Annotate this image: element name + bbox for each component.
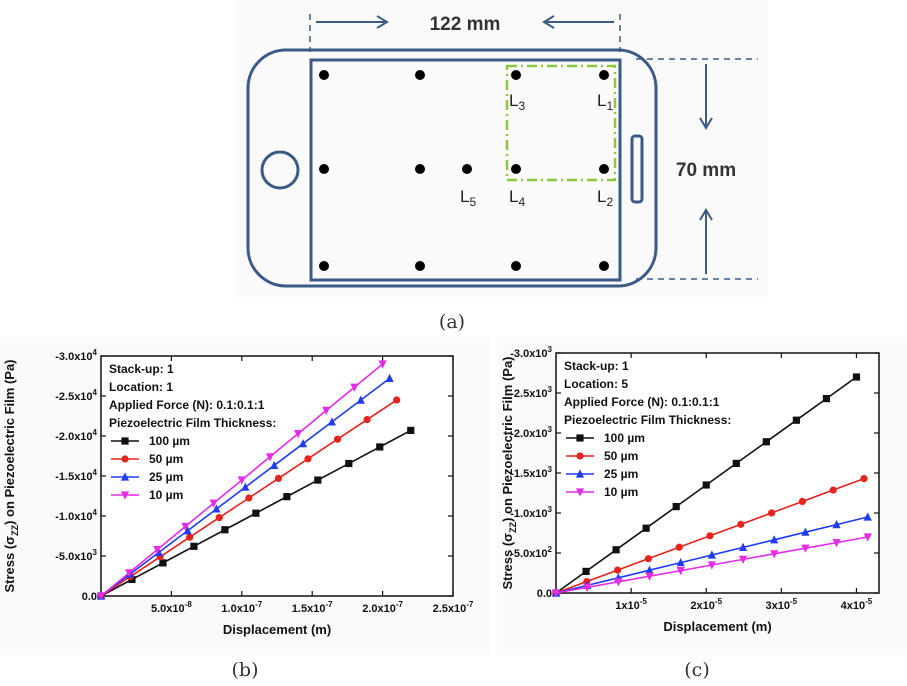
chart-c-series-1-point bbox=[645, 555, 652, 562]
chart-b-annotation: Applied Force (N): 0.1:0.1:1 bbox=[109, 398, 265, 412]
chart-b-y-tick-label: -2.0x104 bbox=[55, 428, 97, 443]
chart-b-legend-label: 25 µm bbox=[149, 470, 183, 484]
point-dot bbox=[319, 164, 329, 174]
chart-b-y-tick-label: -5.0x103 bbox=[55, 548, 97, 563]
chart-c-series-0-point bbox=[582, 568, 589, 575]
chart-b-legend-label: 100 µm bbox=[149, 434, 190, 448]
chart-b-series-0-point bbox=[252, 510, 259, 517]
point-dot-l3 bbox=[511, 70, 521, 80]
point-dot bbox=[415, 261, 425, 271]
chart-c: 1x10-5 2x10-5 3x10-5 4x10-50.0-5.0x102-1.0x… bbox=[497, 337, 907, 655]
chart-c-legend-marker bbox=[576, 452, 583, 459]
chart-b-y-tick-label: 0.0 bbox=[82, 591, 97, 603]
chart-c-y-tick-label: -1.5x103 bbox=[510, 465, 552, 480]
caption-b: (b) bbox=[232, 659, 259, 681]
chart-b-legend-label: 10 µm bbox=[149, 488, 183, 502]
chart-b-y-tick-label: -2.5x104 bbox=[55, 388, 97, 403]
chart-c-series-0-point bbox=[643, 525, 650, 532]
chart-c-y-tick-label: -3.0x103 bbox=[510, 345, 552, 360]
chart-b-annotation: Stack-up: 1 bbox=[109, 362, 174, 376]
chart-c-series-1-point bbox=[614, 567, 621, 574]
chart-b-series-1-point bbox=[393, 396, 400, 403]
chart-c-legend-label: 25 µm bbox=[604, 467, 638, 481]
chart-b-series-0-point bbox=[345, 460, 352, 467]
chart-c-y-tick-label: -1.0x103 bbox=[510, 505, 552, 520]
phone-diagram: 122 mm 70 mm L3 bbox=[236, 0, 768, 297]
chart-c-series-0-point bbox=[853, 373, 860, 380]
chart-b-legend-marker bbox=[121, 455, 128, 462]
chart-c-series-0-point bbox=[793, 417, 800, 424]
point-dot bbox=[415, 70, 425, 80]
chart-c-series-1-point bbox=[830, 486, 837, 493]
chart-c-series-1-point bbox=[768, 509, 775, 516]
point-dot-l1 bbox=[599, 70, 609, 80]
chart-c-series-0-point bbox=[733, 460, 740, 467]
chart-c-annotation: Stack-up: 1 bbox=[564, 359, 629, 373]
point-dot bbox=[319, 261, 329, 271]
chart-c-annotation: Location: 5 bbox=[564, 377, 628, 391]
chart-c-series-1-point bbox=[676, 544, 683, 551]
chart-b-series-1-point bbox=[334, 436, 341, 443]
point-dot-l4 bbox=[511, 164, 521, 174]
chart-c-legend-label: 100 µm bbox=[604, 431, 645, 445]
chart-c-legend-label: 50 µm bbox=[604, 449, 638, 463]
chart-c-annotation: Applied Force (N): 0.1:0.1:1 bbox=[564, 395, 720, 409]
chart-c-series-1-point bbox=[799, 498, 806, 505]
height-label: 70 mm bbox=[676, 160, 736, 181]
chart-c-series-0-point bbox=[703, 481, 710, 488]
chart-b-legend-marker bbox=[121, 437, 128, 444]
diagram-background bbox=[236, 0, 768, 297]
chart-c-series-1-point bbox=[706, 532, 713, 539]
chart-c-x-axis-label: Displacement (m) bbox=[663, 619, 771, 634]
caption-a: (a) bbox=[439, 311, 465, 333]
chart-b-series-0-point bbox=[407, 427, 414, 434]
chart-b-legend-label: 50 µm bbox=[149, 452, 183, 466]
chart-c-legend-marker bbox=[576, 434, 583, 441]
chart-c-series-1-point bbox=[737, 521, 744, 528]
chart-b-series-0-point bbox=[376, 443, 383, 450]
chart-b-series-0-point bbox=[190, 543, 197, 550]
chart-c-annotation: Piezoelectric Film Thickness: bbox=[564, 413, 731, 427]
point-dot bbox=[415, 164, 425, 174]
point-dot bbox=[599, 261, 609, 271]
chart-c-y-tick-label: -5.0x102 bbox=[510, 545, 552, 560]
chart-b: 5.0x10-8 1.0x10-7 1.5x10-7 2.0x10-7 2.5x10-7… bbox=[0, 337, 490, 655]
point-dot-l5 bbox=[462, 164, 472, 174]
width-label: 122 mm bbox=[430, 14, 501, 35]
chart-b-annotation: Location: 1 bbox=[109, 380, 173, 394]
chart-c-series-0-point bbox=[673, 503, 680, 510]
chart-c-y-tick-label: -2.0x103 bbox=[510, 425, 552, 440]
chart-c-y-tick-label: 0.0 bbox=[537, 588, 552, 600]
chart-b-series-1-point bbox=[275, 475, 282, 482]
chart-b-series-1-point bbox=[216, 514, 223, 521]
chart-c-series-0-point bbox=[763, 438, 770, 445]
chart-b-series-0-point bbox=[314, 476, 321, 483]
chart-b-x-axis-label: Displacement (m) bbox=[223, 622, 331, 637]
point-dot bbox=[511, 261, 521, 271]
chart-c-series-0-point bbox=[612, 546, 619, 553]
chart-b-series-0-point bbox=[221, 526, 228, 533]
chart-b-series-1-point bbox=[186, 534, 193, 541]
chart-b-series-1-point bbox=[304, 455, 311, 462]
point-dot-l2 bbox=[599, 164, 609, 174]
chart-b-series-0-point bbox=[283, 493, 290, 500]
chart-b-y-tick-label: -1.0x104 bbox=[55, 508, 97, 523]
chart-b-y-tick-label: -1.5x104 bbox=[55, 468, 97, 483]
chart-c-y-tick-label: -2.5x103 bbox=[510, 385, 552, 400]
chart-b-series-1-point bbox=[245, 494, 252, 501]
point-dot bbox=[319, 70, 329, 80]
chart-b-series-1-point bbox=[364, 416, 371, 423]
chart-b-y-tick-label: -3.0x104 bbox=[55, 348, 97, 363]
chart-c-series-1-point bbox=[860, 475, 867, 482]
chart-b-annotation: Piezoelectric Film Thickness: bbox=[109, 416, 276, 430]
chart-c-series-0-point bbox=[823, 395, 830, 402]
chart-c-legend-label: 10 µm bbox=[604, 485, 638, 499]
caption-c: (c) bbox=[684, 659, 709, 681]
